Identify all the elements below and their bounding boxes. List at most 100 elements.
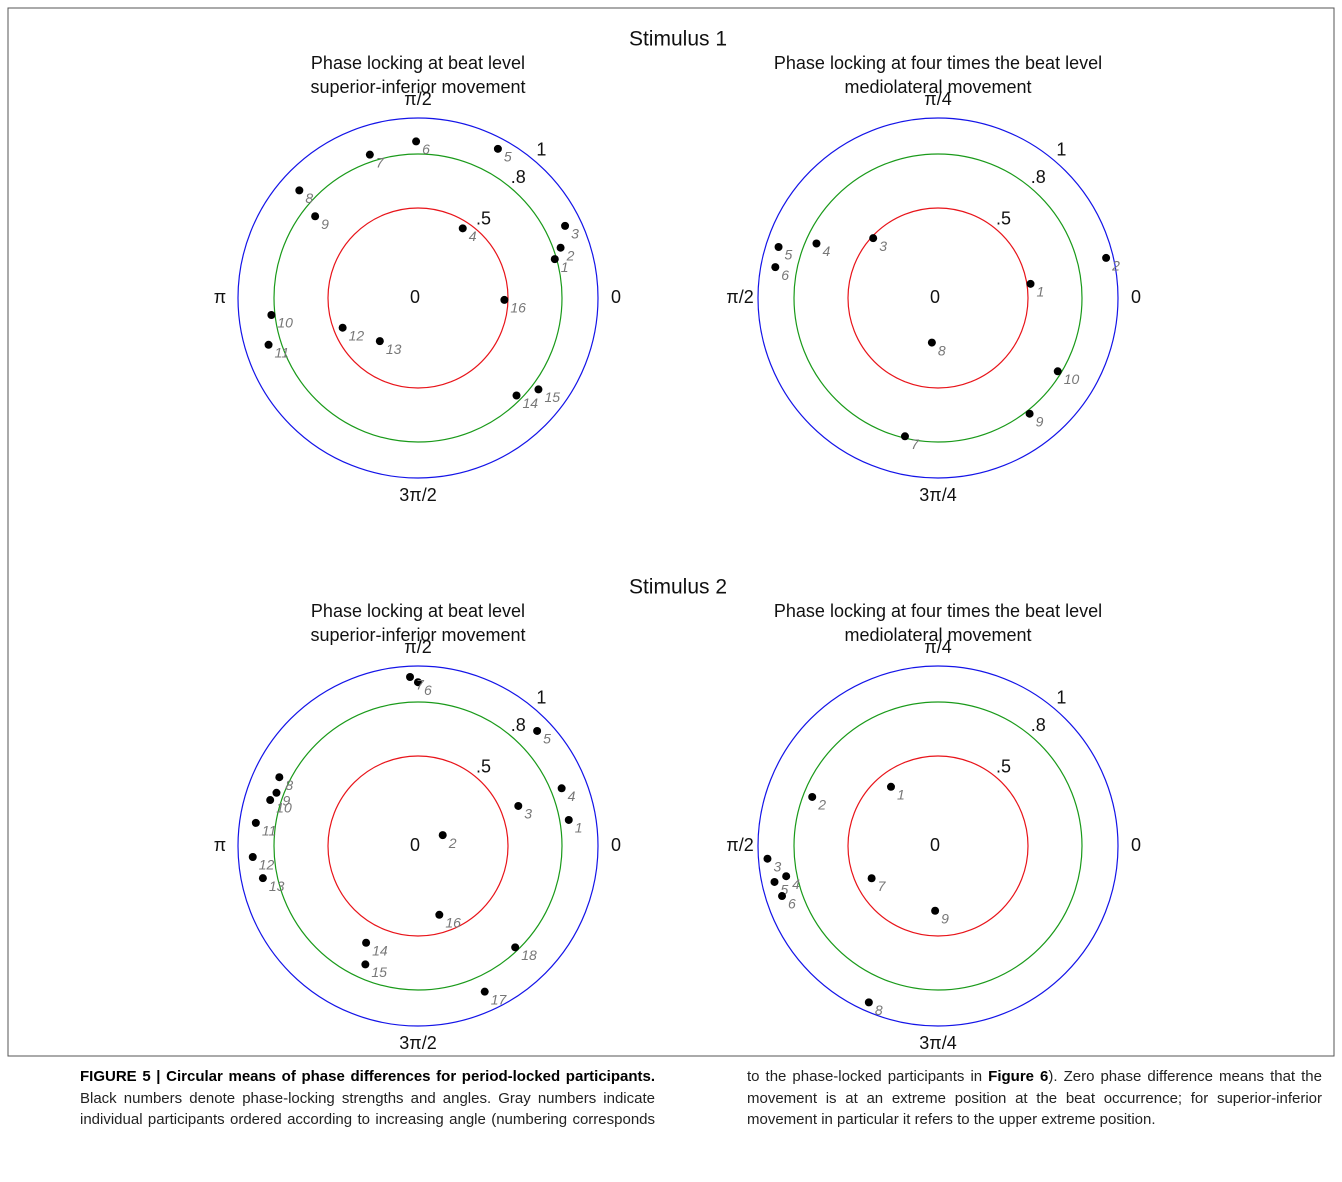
theta-tick-label: π/4 [924,89,951,109]
point [774,242,783,251]
point-label: 4 [568,788,576,804]
theta-tick-label: π/4 [924,637,951,657]
point [771,263,780,272]
point-label: 5 [543,731,551,747]
point [564,815,573,824]
ring [793,701,1083,991]
point [869,234,878,243]
point-label: 15 [544,389,560,405]
point-label: 7 [416,677,425,693]
ring [847,207,1029,389]
point-label: 7 [376,154,385,170]
point [1025,409,1034,418]
point-label: 16 [510,300,526,316]
r-tick-label: .5 [996,757,1011,777]
point [267,310,276,319]
r-tick-label: .8 [1031,715,1046,735]
point-label: 10 [276,800,292,816]
ring [273,153,563,443]
point-label: 9 [321,216,329,232]
point [927,338,936,347]
point [248,852,257,861]
point-label: 6 [422,141,430,157]
plot-subtitle: superior-inferior movement [310,625,525,645]
theta-tick-label: 3π/2 [399,485,436,505]
point [511,943,520,952]
point-label: 8 [875,1002,883,1018]
point [258,874,267,883]
point [275,773,284,782]
r-tick-label: .5 [996,209,1011,229]
point-label: 8 [305,190,313,206]
point [864,998,873,1007]
ring [327,207,509,389]
ring [847,755,1029,937]
caption-text: ). Zero phase difference means that the … [747,1068,1322,1128]
plot-title: Phase locking at beat level [311,53,525,73]
point-label: 10 [1064,371,1080,387]
point-label: 13 [269,878,285,894]
point-label: 5 [504,149,512,165]
figure: Stimulus 1 Phase locking at beat level sup… [7,7,1335,1057]
r-tick-label: .8 [511,167,526,187]
plot-title: Phase locking at four times the beat lev… [774,53,1102,73]
point [362,938,371,947]
point-label: 3 [773,858,781,874]
point-label: 7 [878,878,887,894]
point [295,186,304,195]
point [1026,279,1035,288]
point-label: 8 [938,342,946,358]
point [458,224,467,233]
point [338,323,347,332]
r-tick-label: 1 [536,140,546,160]
r-tick-label: .8 [1031,167,1046,187]
point [1102,253,1111,262]
theta-tick-label: π [214,835,226,855]
point [500,295,509,304]
r-tick-label: .5 [476,757,491,777]
point [550,255,559,264]
point-label: 2 [1111,258,1120,274]
point-label: 11 [275,344,290,360]
r-tick-label: .5 [476,209,491,229]
theta-tick-label: 0 [1131,287,1141,307]
point [264,340,273,349]
point [413,678,422,687]
theta-tick-label: 0 [611,835,621,855]
point-label: 12 [259,857,275,873]
point-label: 3 [571,226,579,242]
point [886,782,895,791]
ring [757,665,1119,1027]
caption: FIGURE 5 | Circular means of phase diffe… [80,1066,1322,1131]
group-title: Stimulus 1 [629,28,727,51]
point [480,987,489,996]
point [438,831,447,840]
figure-frame [7,7,1335,1057]
point [900,432,909,441]
point [782,872,791,881]
r-tick-label: 1 [1056,688,1066,708]
point-label: 14 [372,942,388,958]
point-label: 4 [469,228,477,244]
theta-tick-label: 0 [1131,835,1141,855]
point [867,874,876,883]
caption-title: FIGURE 5 | Circular means of phase diffe… [80,1068,655,1085]
r-tick-label: 0 [410,287,420,307]
point [556,243,565,252]
point-label: 12 [349,327,365,343]
point [311,212,320,221]
point-label: 2 [448,835,457,851]
theta-tick-label: π/2 [726,835,753,855]
point-label: 1 [561,259,569,275]
point [1053,367,1062,376]
point-label: 4 [822,243,830,259]
point [406,672,415,681]
ring [237,665,599,1027]
point [770,877,779,886]
point [931,906,940,915]
theta-tick-label: 3π/4 [919,485,956,505]
point-label: 11 [262,823,277,839]
plot-subtitle: mediolateral movement [844,77,1031,97]
point-label: 6 [781,267,789,283]
